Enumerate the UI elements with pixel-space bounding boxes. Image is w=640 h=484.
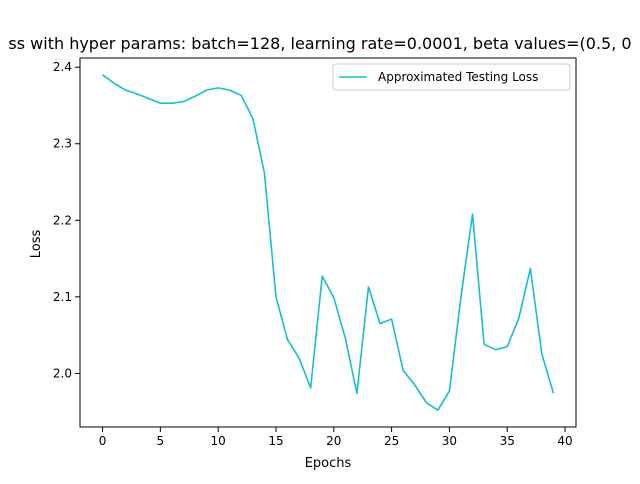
y-tick-label: 2.4	[53, 60, 72, 74]
x-tick-label: 30	[442, 434, 457, 448]
x-tick-label: 35	[500, 434, 515, 448]
x-tick-label: 25	[384, 434, 399, 448]
x-tick-label: 40	[557, 434, 572, 448]
y-tick-label: 2.3	[53, 137, 72, 151]
x-tick-label: 15	[268, 434, 283, 448]
x-tick-label: 10	[211, 434, 226, 448]
x-axis-label: Epochs	[305, 456, 352, 471]
y-tick-label: 2.2	[53, 213, 72, 227]
legend-label: Approximated Testing Loss	[378, 70, 538, 84]
x-tick-label: 5	[157, 434, 165, 448]
x-tick-label: 0	[99, 434, 107, 448]
x-tick-label: 20	[326, 434, 341, 448]
y-tick-label: 2.0	[53, 366, 72, 380]
chart-title: ss with hyper params: batch=128, learnin…	[8, 34, 631, 53]
y-tick-label: 2.1	[53, 290, 72, 304]
y-axis-label: Loss	[29, 230, 44, 259]
legend: Approximated Testing Loss	[333, 64, 570, 90]
